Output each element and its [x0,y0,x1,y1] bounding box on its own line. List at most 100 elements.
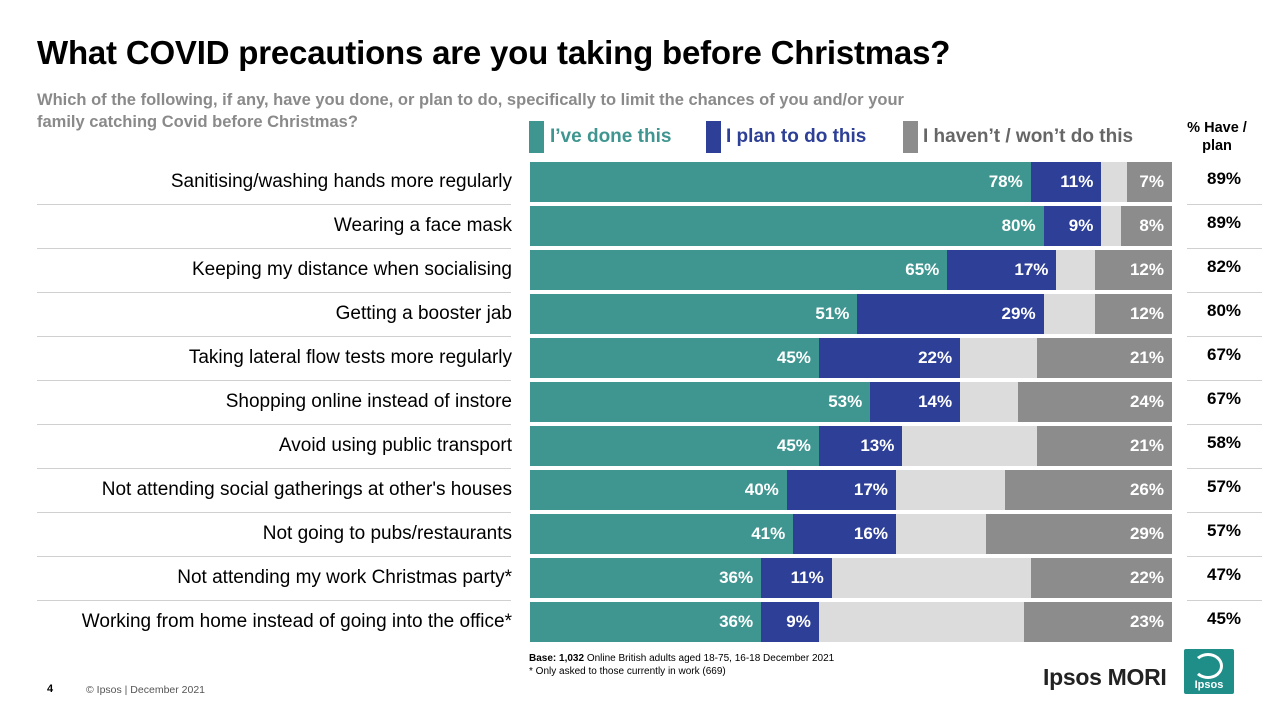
have-plan-divider [1187,204,1262,205]
bar-plan [793,514,896,554]
legend-label-plan: I plan to do this [726,126,867,147]
have-plan-divider [1187,512,1262,513]
bar-plan [818,426,903,466]
have-plan-value: 67% [1206,345,1242,364]
bar-plan [1043,206,1102,246]
bar-havent-label: 21% [1129,436,1164,455]
bar-plan [761,558,832,598]
legend-label-havent: I haven’t / won’t do this [923,126,1134,147]
bar-done-label: 78% [988,172,1023,191]
row-label: Not attending social gatherings at other… [101,479,512,500]
bar-plan-label: 29% [1001,304,1036,323]
bar-plan-label: 9% [786,612,811,631]
bar-done-label: 36% [719,568,754,587]
have-plan-value: 57% [1206,521,1242,540]
row-label: Not attending my work Christmas party* [177,567,512,588]
row-divider [37,292,511,293]
bar-havent-label: 23% [1129,612,1164,631]
legend-label-done: I’ve done this [550,126,672,147]
have-plan-divider [1187,380,1262,381]
logo-text: Ipsos [1194,679,1224,691]
bar-done [530,470,787,510]
row-label: Keeping my distance when socialising [191,259,512,280]
bar-havent-label: 24% [1129,392,1164,411]
have-plan-value: 47% [1206,565,1242,584]
row-divider [37,248,511,249]
row-label: Wearing a face mask [333,215,512,236]
bar-havent [1120,206,1172,246]
bar-plan-label: 14% [918,392,953,411]
row-label: Working from home instead of going into … [81,611,512,632]
bar-havent [1094,294,1172,334]
bar-havent [1024,602,1172,642]
bar-havent-label: 12% [1129,260,1164,279]
bar-havent [1094,250,1172,290]
bar-done [530,382,871,422]
bar-havent [1030,558,1172,598]
bar-plan [786,470,896,510]
bar-done-label: 65% [905,260,940,279]
footnote: * Only asked to those currently in work … [529,666,726,677]
bar-plan-label: 13% [860,436,895,455]
bar-havent-label: 26% [1129,480,1164,499]
logo-swoosh-icon [1193,653,1223,679]
bar-plan [1030,162,1102,202]
bar-plan [818,338,961,378]
bar-done [530,602,762,642]
row-label: Sanitising/washing hands more regularly [170,171,512,192]
have-plan-value: 89% [1206,169,1242,188]
bar-havent-label: 22% [1129,568,1164,587]
bar-done-label: 53% [828,392,863,411]
bar-havent-label: 21% [1129,348,1164,367]
row-label: Taking lateral flow tests more regularly [188,347,512,368]
row-divider [37,512,511,513]
bar-plan-label: 17% [853,480,888,499]
bar-plan [870,382,961,422]
bar-plan [947,250,1057,290]
bar-done [530,162,1031,202]
brand-name: Ipsos MORI [1043,664,1167,690]
have-plan-divider [1187,424,1262,425]
base-label: Base: 1,032 [529,653,585,664]
have-plan-divider [1187,292,1262,293]
row-label: Not going to pubs/restaurants [262,523,512,544]
bar-done-label: 36% [719,612,754,631]
bar-plan-label: 22% [918,348,953,367]
bar-done [530,250,948,290]
row-divider [37,424,511,425]
bar-done-label: 40% [744,480,779,499]
legend-swatch-done [529,121,544,153]
copyright: © Ipsos | December 2021 [86,684,206,696]
bar-havent [1037,426,1172,466]
bar-done-label: 51% [815,304,850,323]
have-plan-divider [1187,556,1262,557]
bar-done-label: 45% [776,436,811,455]
bar-plan [761,602,819,642]
bar-done-label: 41% [751,524,786,543]
have-plan-value: 89% [1206,213,1242,232]
bar-done [530,206,1044,246]
base-note: Base: 1,032 Online British adults aged 1… [529,652,834,678]
have-plan-value: 57% [1206,477,1242,496]
base-text: Online British adults aged 18-75, 16-18 … [586,653,835,664]
row-divider [37,556,511,557]
bar-done [530,294,858,334]
have-plan-value: 45% [1206,609,1242,628]
legend-swatch-havent [903,121,918,153]
row-label: Avoid using public transport [278,435,512,456]
legend-swatch-plan [706,121,721,153]
bar-plan-label: 11% [1060,172,1094,191]
bar-havent-label: 29% [1129,524,1164,543]
bar-done [530,426,819,466]
have-plan-divider [1187,600,1262,601]
page-number: 4 [47,683,54,695]
bar-done [530,558,762,598]
bar-done-label: 45% [776,348,811,367]
have-plan-value: 80% [1206,301,1242,320]
bar-havent-label: 8% [1139,216,1164,235]
have-plan-value: 67% [1206,389,1242,408]
bar-plan-label: 9% [1068,216,1094,235]
row-divider [37,468,511,469]
have-plan-value: 82% [1206,257,1242,276]
bar-done [530,338,819,378]
